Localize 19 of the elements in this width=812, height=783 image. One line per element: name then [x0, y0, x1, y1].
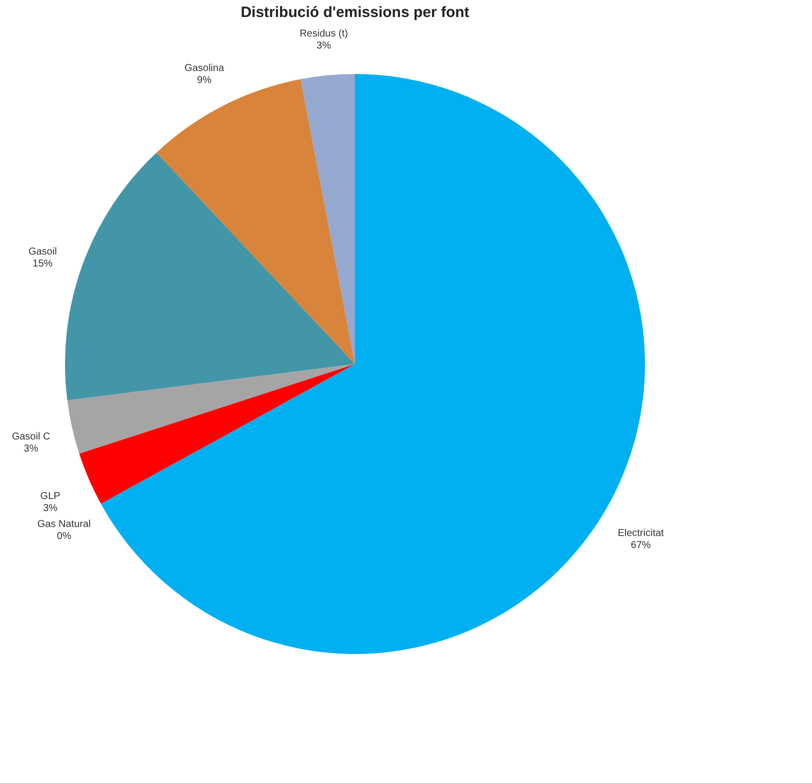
category-label: Gas Natural: [37, 518, 91, 530]
slice-label: Electricitat: [618, 528, 664, 539]
slice-label: Gasoil C: [12, 431, 50, 442]
data-label: 15%: [32, 258, 53, 270]
slice-label: GLP: [40, 490, 61, 502]
data-label: 3%: [316, 40, 332, 52]
chart-title: Distribució d'emissions per font: [240, 4, 470, 21]
slice-label: Residus (t): [300, 28, 348, 40]
pie-slice: [65, 152, 355, 400]
text: 0%: [56, 530, 72, 542]
data-label: 3%: [43, 502, 58, 514]
data-label: 9%: [197, 75, 212, 86]
slice-label: Gasolina: [184, 63, 224, 74]
pie-slice: [67, 364, 355, 454]
slice-label: Gasoil: [28, 246, 57, 258]
data-label: 3%: [24, 443, 38, 454]
pie-slice: [79, 364, 355, 504]
pie-slice: [300, 74, 355, 364]
data-label: 67%: [630, 540, 651, 551]
